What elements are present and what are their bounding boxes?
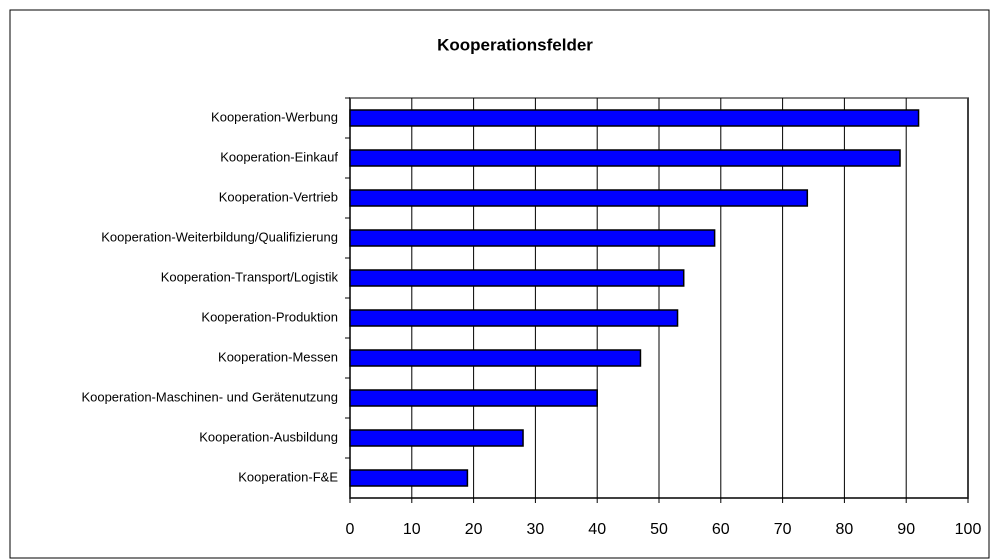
x-tick-label: 80 — [836, 521, 854, 538]
x-tick-label: 50 — [650, 521, 668, 538]
bar — [349, 109, 920, 127]
x-tick-label: 20 — [465, 521, 483, 538]
bar — [349, 429, 524, 447]
bar — [349, 469, 469, 487]
y-tick-label: Kooperation-Produktion — [201, 309, 338, 324]
y-tick-label: Kooperation-Werbung — [211, 109, 338, 124]
x-tick-label: 90 — [897, 521, 915, 538]
bar — [349, 309, 679, 327]
x-tick-label: 40 — [588, 521, 606, 538]
bar — [349, 389, 598, 407]
chart-title: Kooperationsfelder — [437, 35, 593, 54]
x-tick-label: 30 — [527, 521, 545, 538]
y-tick-label: Kooperation-Maschinen- und Gerätenutzung — [81, 389, 338, 404]
bar — [349, 269, 685, 287]
bar — [349, 189, 809, 207]
x-tick-label: 60 — [712, 521, 730, 538]
x-tick-label: 10 — [403, 521, 421, 538]
bar — [349, 349, 642, 367]
x-tick-label: 70 — [774, 521, 792, 538]
y-tick-label: Kooperation-Vertrieb — [219, 189, 338, 204]
y-tick-label: Kooperation-Weiterbildung/Qualifizierung — [101, 229, 338, 244]
bar — [349, 149, 901, 167]
bar — [349, 229, 716, 247]
y-tick-label: Kooperation-Messen — [218, 349, 338, 364]
x-tick-label: 0 — [346, 521, 355, 538]
y-tick-label: Kooperation-Ausbildung — [199, 429, 338, 444]
y-tick-label: Kooperation-F&E — [238, 469, 338, 484]
x-tick-label: 100 — [955, 521, 982, 538]
y-tick-label: Kooperation-Transport/Logistik — [161, 269, 339, 284]
y-tick-label: Kooperation-Einkauf — [220, 149, 338, 164]
